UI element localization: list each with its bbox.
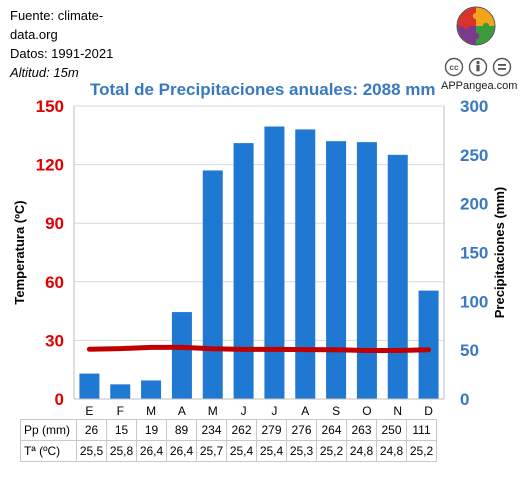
left-tick-label: 0 xyxy=(55,390,64,409)
left-tick-label: 150 xyxy=(36,97,64,116)
precip-bar xyxy=(202,170,223,399)
row-label-pp: Pp (mm) xyxy=(20,419,77,441)
source-info: Fuente: climate- data.org Datos: 1991-20… xyxy=(10,6,113,82)
precipitation-bars xyxy=(79,126,439,400)
pp-cell: 250 xyxy=(376,419,407,441)
pp-cell: 279 xyxy=(256,419,287,441)
right-tick-label: 100 xyxy=(460,292,488,311)
right-axis-title: Precipitaciones (mm) xyxy=(492,187,507,319)
category-label: S xyxy=(332,404,340,418)
category-label: E xyxy=(85,404,93,418)
right-tick-label: 200 xyxy=(460,195,488,214)
temp-cell: 25,3 xyxy=(286,440,317,462)
pp-cell: 19 xyxy=(136,419,167,441)
left-axis-title: Temperatura (ºC) xyxy=(12,200,27,304)
svg-text:cc: cc xyxy=(450,63,459,72)
left-tick-label: 90 xyxy=(45,214,64,233)
source-line-2: data.org xyxy=(10,27,58,42)
precip-bar xyxy=(264,126,285,399)
pp-cell: 262 xyxy=(226,419,257,441)
category-label: F xyxy=(117,404,124,418)
precip-bar xyxy=(326,141,347,399)
precip-bar xyxy=(387,154,408,399)
temp-cell: 26,4 xyxy=(136,440,167,462)
right-tick-label: 0 xyxy=(460,390,469,409)
data-table: Pp (mm) 26 15 19 89 234 262 279 276 264 263 250 111… xyxy=(20,419,437,462)
pp-cell: 263 xyxy=(346,419,377,441)
pp-cell: 276 xyxy=(286,419,317,441)
category-label: M xyxy=(208,404,218,418)
left-tick-label: 60 xyxy=(45,273,64,292)
cc-by-nd-icon: cc xyxy=(444,57,512,77)
temp-cell: 25,8 xyxy=(106,440,137,462)
precip-bar xyxy=(110,384,131,399)
right-tick-label: 250 xyxy=(460,146,488,165)
category-label: D xyxy=(424,404,433,418)
precip-bar xyxy=(295,129,316,399)
temperature-series-line xyxy=(86,344,432,354)
right-tick-label: 50 xyxy=(460,341,479,360)
puzzle-logo-icon xyxy=(456,6,496,46)
temp-cell: 25,4 xyxy=(226,440,257,462)
pp-cell: 15 xyxy=(106,419,137,441)
precip-bar xyxy=(141,380,162,399)
pp-cell: 89 xyxy=(166,419,197,441)
temp-cell: 25,4 xyxy=(256,440,287,462)
source-line-1: Fuente: climate- xyxy=(10,8,104,23)
right-tick-label: 300 xyxy=(460,97,488,116)
category-label: N xyxy=(393,404,402,418)
table-row-pp: Pp (mm) 26 15 19 89 234 262 279 276 264 263 250 111 xyxy=(20,419,437,441)
temp-cell: 25,2 xyxy=(316,440,347,462)
pp-cell: 234 xyxy=(196,419,227,441)
temp-cell: 24,8 xyxy=(376,440,407,462)
temp-cell: 25,5 xyxy=(76,440,107,462)
tick-labels: 0 30 60 90 120 150 0 50 100 150 200 250 300 E F M A M J J A S… xyxy=(36,97,489,418)
data-period: Datos: 1991-2021 xyxy=(10,46,114,61)
precip-bar xyxy=(418,290,439,399)
temp-cell: 25,7 xyxy=(196,440,227,462)
temp-cell: 25,2 xyxy=(406,440,437,462)
precip-bar xyxy=(356,142,377,400)
category-label: O xyxy=(362,404,371,418)
precip-bar xyxy=(171,312,192,399)
category-label: A xyxy=(301,404,309,418)
table-row-temp: Tª (ºC) 25,5 25,8 26,4 26,4 25,7 25,4 25,4 25,3… xyxy=(20,440,437,462)
precip-bar xyxy=(233,143,254,399)
category-label: M xyxy=(146,404,156,418)
temp-cell: 24,8 xyxy=(346,440,377,462)
temperature-line xyxy=(86,344,432,354)
altitude: Altitud: 15m xyxy=(10,65,79,80)
temp-cell: 26,4 xyxy=(166,440,197,462)
left-tick-label: 120 xyxy=(36,156,64,175)
pp-cell: 264 xyxy=(316,419,347,441)
category-label: A xyxy=(178,404,186,418)
left-tick-label: 30 xyxy=(45,331,64,350)
chart-title: Total de Precipitaciones anuales: 2088 m… xyxy=(90,80,436,99)
pp-cell: 111 xyxy=(406,419,437,441)
site-name: APPangea.com xyxy=(441,80,518,92)
row-label-temp: Tª (ºC) xyxy=(20,440,77,462)
axes xyxy=(73,106,445,400)
category-label: J xyxy=(241,404,247,418)
right-tick-label: 150 xyxy=(460,244,488,263)
category-label: J xyxy=(271,404,277,418)
axis-titles: Temperatura (ºC) Precipitaciones (mm) xyxy=(12,187,507,319)
pp-cell: 26 xyxy=(76,419,107,441)
precip-bar xyxy=(79,373,100,399)
